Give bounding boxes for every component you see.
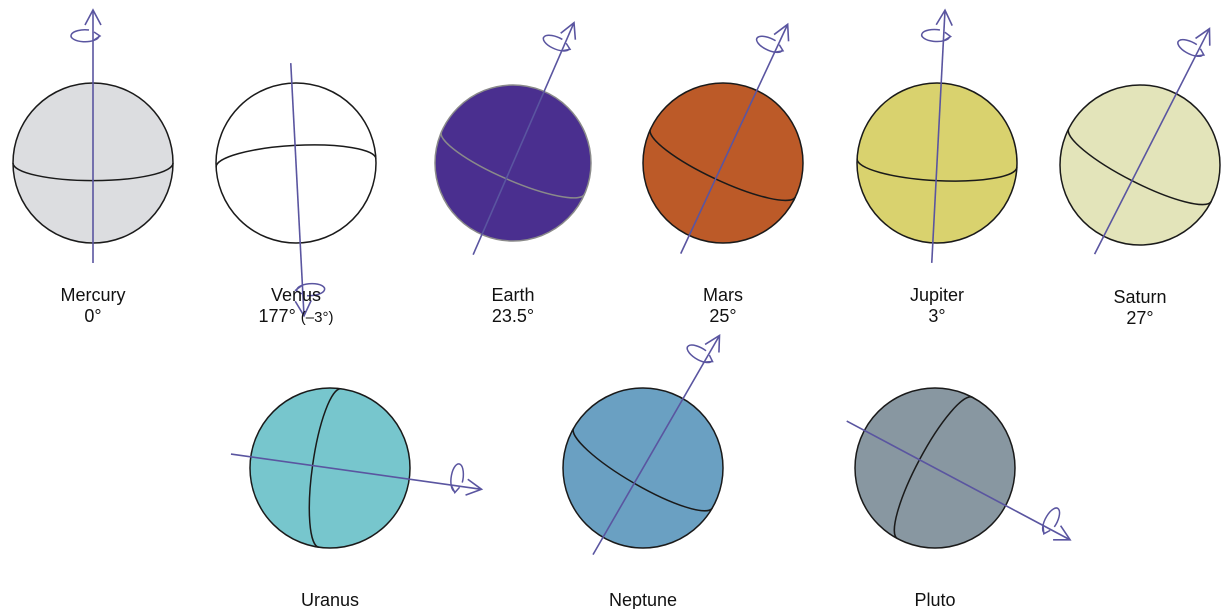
planet-name: Mercury [60, 285, 125, 305]
spin-arrowhead [450, 485, 461, 494]
rotation-axis [592, 335, 720, 556]
tilt-label: 27° [1126, 308, 1153, 328]
axis-arrowhead [1053, 525, 1072, 541]
spin-arrowhead [944, 31, 952, 41]
planet-name: Pluto [914, 590, 955, 609]
tilt-label: 3° [928, 306, 945, 326]
rotation-axis [846, 420, 1070, 541]
spin-arrowhead [294, 285, 303, 295]
rotation-axis [1093, 29, 1210, 255]
tilt-value: 3° [928, 306, 945, 326]
axis-arrowhead [560, 21, 577, 40]
planet-name: Saturn [1113, 287, 1166, 307]
rotation-axis [680, 24, 788, 254]
rotation-axis [289, 63, 305, 315]
axis-arrowhead [704, 334, 721, 353]
spin-arrowhead [1042, 526, 1051, 535]
tilt-value: 27° [1126, 308, 1153, 328]
axis-arrowhead [935, 8, 953, 26]
axis-group [592, 334, 721, 556]
axis-group [680, 22, 790, 254]
spin-arrowhead [775, 44, 785, 53]
axis-group [289, 63, 326, 318]
axis-arrowhead [294, 300, 312, 318]
tilt-label: 0° [84, 306, 101, 326]
spin-arrowhead [705, 354, 714, 363]
planet-name: Venus [271, 285, 321, 305]
rotation-axis [230, 453, 481, 490]
spin-arrowhead [562, 42, 572, 52]
tilt-value: 0° [84, 306, 101, 326]
planet-name: Uranus [301, 590, 359, 609]
axis-group [920, 8, 953, 263]
planet-name: Jupiter [910, 285, 964, 305]
spin-arrow [450, 463, 465, 493]
axis-group [1093, 27, 1211, 255]
axis-group [230, 453, 484, 496]
planet-name: Neptune [609, 590, 677, 609]
tilt-label: 25° [709, 306, 736, 326]
tilt-label: 177° (–3°) [259, 306, 334, 326]
spin-arrow [1177, 38, 1204, 58]
axis-group [472, 21, 577, 256]
tilt-label: 23.5° [492, 306, 534, 326]
spin-arrowhead [93, 31, 102, 41]
spin-arrow [542, 34, 570, 52]
tilt-alt: (–3°) [301, 309, 334, 326]
spin-arrow [755, 35, 783, 54]
planet-name: Mars [703, 285, 743, 305]
planet: Uranus98°(–82°) [230, 387, 484, 609]
rotation-axis [472, 23, 575, 256]
axis-arrowhead [84, 8, 102, 26]
planet: Neptune30° [562, 334, 724, 609]
rotation-axis [930, 11, 946, 263]
axis-arrowhead [1195, 27, 1211, 46]
planet-name: Earth [491, 285, 534, 305]
axis-arrowhead [773, 22, 790, 42]
axis-group [846, 420, 1072, 541]
axis-group [70, 8, 102, 263]
planet: Pluto118°(–72°) [846, 387, 1072, 609]
tilt-value: 25° [709, 306, 736, 326]
spin-arrowhead [1196, 48, 1206, 57]
axis-arrowhead [465, 478, 484, 496]
tilt-value: 177° [259, 306, 296, 326]
tilt-value: 23.5° [492, 306, 534, 326]
spin-arrow [1041, 507, 1061, 534]
